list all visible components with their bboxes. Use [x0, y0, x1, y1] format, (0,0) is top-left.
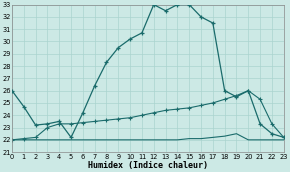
X-axis label: Humidex (Indice chaleur): Humidex (Indice chaleur): [88, 161, 208, 170]
